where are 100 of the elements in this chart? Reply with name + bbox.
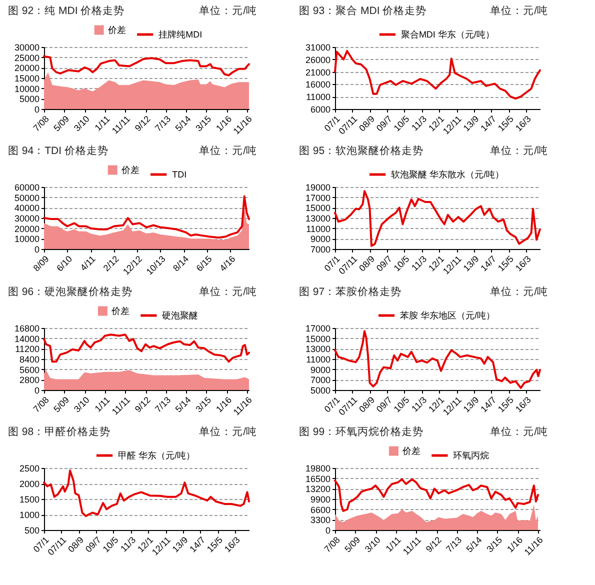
y-tick-label: 40000: [14, 203, 40, 214]
line-series: [334, 50, 541, 100]
y-tick-label: 6600: [310, 504, 330, 515]
x-tick-label: 1/11: [384, 534, 403, 554]
x-tick-label: 5/09: [52, 394, 72, 414]
chart-title: 图 96：硬泡聚醚价格走势: [8, 285, 133, 298]
chart-title: 图 92：纯 MDI 价格走势: [8, 4, 125, 17]
line-series: [334, 190, 541, 247]
legend-label: 价差: [107, 25, 126, 35]
text: 单位：元/吨: [490, 144, 548, 157]
text: 单位：元/吨: [199, 144, 257, 157]
y-tick-label: 7000: [310, 244, 330, 254]
chart-title: 图 95：软泡聚醚价格走势: [299, 144, 424, 157]
y-tick-label: 11000: [306, 224, 330, 234]
x-tick-label: 5/14: [464, 534, 484, 554]
y-tick-label: 11200: [15, 344, 40, 354]
x-tick-label: 5/14: [173, 114, 193, 134]
x-tick-label: 08/9: [357, 254, 377, 274]
legend-label: 硬泡聚醚: [162, 310, 198, 320]
x-tick-label: 5/09: [52, 114, 72, 134]
y-tick-label: 30000: [14, 42, 40, 52]
x-tick-label: 4/11: [78, 254, 98, 273]
legend-label: 甲醛 华东（元/吨）: [118, 450, 196, 460]
legend-label: 软泡聚醚 华东散水（元/吨）: [391, 170, 504, 180]
x-tick-label: 7/13: [444, 534, 464, 554]
line-series: [334, 478, 539, 512]
y-tick-label: 5600: [19, 364, 40, 375]
text: 单位：元/吨: [490, 425, 548, 438]
y-tick-label: 1000: [19, 510, 40, 520]
x-tick-label: 7/08: [322, 534, 342, 554]
y-tick-label: 30000: [14, 214, 40, 224]
y-tick-label: 20000: [14, 224, 40, 234]
y-tick-label: 60000: [14, 182, 40, 192]
x-tick-label: 3/10: [72, 114, 92, 134]
y-tick-label: 1500: [19, 494, 40, 504]
legend-label: 苯胺 华东地区（元/吨）: [400, 310, 496, 320]
x-tick-label: 8/09: [31, 254, 51, 274]
chart-title: 图 97：苯胺价格走势: [299, 285, 402, 298]
y-tick-label: 2500: [19, 464, 40, 474]
x-tick-label: 9/12: [132, 394, 152, 414]
y-tick-label: 8400: [19, 354, 40, 364]
y-tick-label: 6000: [310, 104, 330, 114]
y-tick-label: 50000: [14, 192, 40, 203]
y-tick-label: 16500: [305, 474, 330, 484]
y-tick-label: 15000: [14, 74, 40, 84]
x-tick-label: 1/11: [92, 394, 112, 414]
x-tick-label: 11/3: [410, 394, 429, 414]
x-tick-label: 08/9: [66, 534, 86, 554]
legend-label: 聚合MDI 华东（元/吨）: [400, 30, 494, 40]
line-series: [43, 469, 250, 518]
y-tick-label: 500: [24, 526, 40, 536]
y-tick-label: 0: [325, 526, 330, 536]
y-tick-label: 0: [34, 104, 40, 114]
y-tick-label: 26000: [305, 54, 330, 65]
y-tick-label: 0: [34, 244, 40, 254]
text: 单位：元/吨: [199, 285, 257, 298]
text: 单位：元/吨: [199, 4, 257, 17]
chart-title: 图 98：甲醛价格走势: [8, 425, 111, 438]
legend-label: 环氧丙烷: [453, 450, 490, 460]
y-tick-label: 19800: [305, 464, 330, 474]
y-tick-label: 2800: [19, 375, 40, 386]
y-tick-label: 9900: [310, 494, 330, 504]
x-tick-label: 3/10: [362, 534, 382, 554]
y-tick-label: 13200: [305, 484, 330, 494]
y-tick-label: 9000: [310, 234, 330, 244]
y-tick-label: 11000: [306, 92, 330, 102]
y-tick-label: 21000: [305, 67, 330, 78]
y-tick-label: 31000: [305, 42, 330, 52]
line-series: [43, 334, 250, 363]
y-tick-label: 5000: [310, 386, 330, 396]
y-tick-label: 16800: [14, 324, 40, 334]
y-tick-label: 15000: [305, 334, 330, 344]
x-tick-label: 7/13: [153, 114, 173, 134]
y-tick-label: 10000: [14, 84, 40, 94]
x-tick-label: 9/12: [424, 534, 444, 554]
y-tick-label: 0: [34, 386, 40, 396]
legend-label: 价差: [402, 446, 421, 456]
x-tick-label: 11/3: [410, 254, 429, 273]
x-tick-label: 08/9: [357, 114, 377, 134]
y-tick-label: 20000: [14, 63, 40, 74]
line-series: [43, 55, 250, 76]
x-tick-label: 4/16: [218, 254, 238, 274]
y-tick-label: 9000: [310, 364, 330, 375]
legend-label: 价差: [120, 165, 140, 175]
x-tick-label: 9/12: [132, 114, 152, 134]
x-tick-label: 1/11: [92, 114, 112, 133]
x-tick-label: 11/3: [410, 114, 429, 133]
y-tick-label: 16000: [305, 80, 330, 90]
x-tick-label: 6/10: [54, 254, 74, 274]
x-tick-label: 5/14: [173, 394, 193, 414]
x-tick-label: 7/08: [31, 394, 51, 414]
x-tick-label: 7/08: [31, 114, 51, 134]
chart-title: 图 93：聚合 MDI 价格走势: [299, 4, 427, 17]
text: 单位：元/吨: [490, 285, 548, 298]
x-tick-label: 11/3: [118, 534, 138, 554]
y-tick-label: 3300: [310, 515, 330, 526]
y-tick-label: 19000: [305, 182, 330, 192]
y-tick-label: 7000: [310, 375, 330, 386]
chart-title: 图 99：环氧丙烷价格走势: [299, 425, 424, 438]
y-tick-label: 13000: [305, 214, 330, 224]
